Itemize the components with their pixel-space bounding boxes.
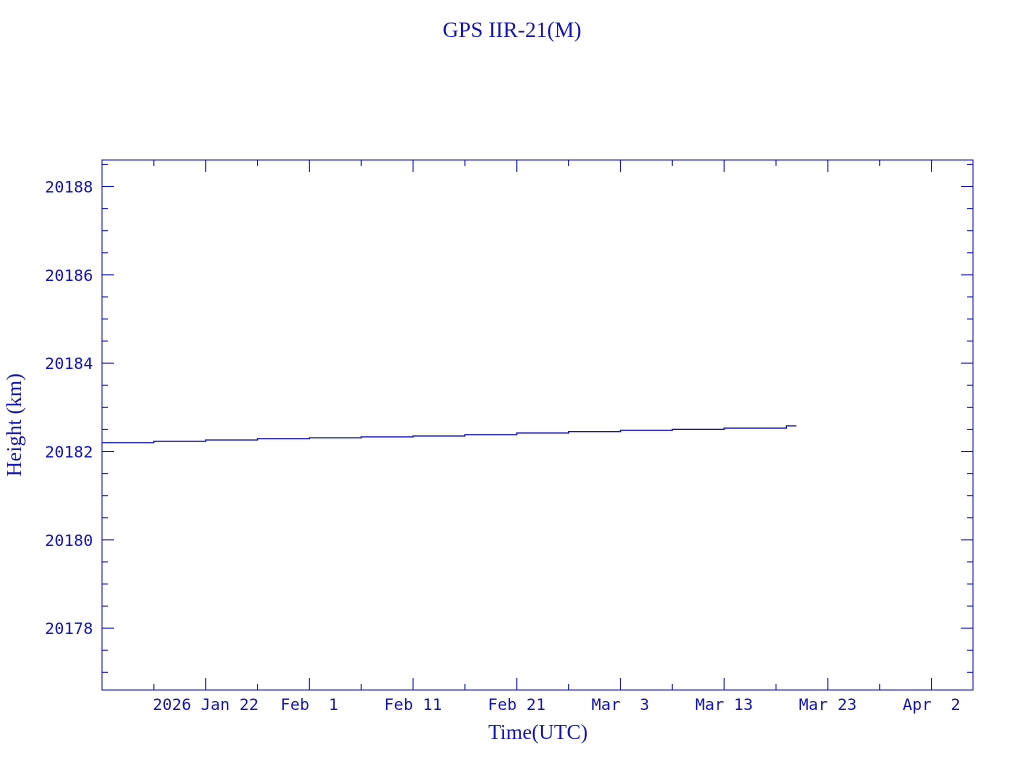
x-tick-label: 2026 Jan 22 <box>153 695 259 714</box>
height-series-line <box>102 425 797 444</box>
x-tick-label: Apr 2 <box>903 695 961 714</box>
x-tick-label: Mar 23 <box>799 695 857 714</box>
chart-title: GPS IIR-21(M) <box>443 17 582 42</box>
y-tick-label: 20184 <box>45 354 93 373</box>
y-axis-label: Height (km) <box>2 373 26 476</box>
x-tick-label: Feb 1 <box>280 695 338 714</box>
x-tick-label: Mar 3 <box>592 695 650 714</box>
x-axis-label: Time(UTC) <box>488 720 588 744</box>
x-tick-label: Mar 13 <box>695 695 753 714</box>
x-tick-label: Feb 11 <box>384 695 442 714</box>
x-tick-label: Feb 21 <box>488 695 546 714</box>
y-tick-label: 20182 <box>45 443 93 462</box>
plot-frame <box>101 159 974 691</box>
y-tick-label: 20180 <box>45 531 93 550</box>
y-tick-label: 20178 <box>45 619 93 638</box>
y-tick-label: 20188 <box>45 178 93 197</box>
y-tick-label: 20186 <box>45 266 93 285</box>
